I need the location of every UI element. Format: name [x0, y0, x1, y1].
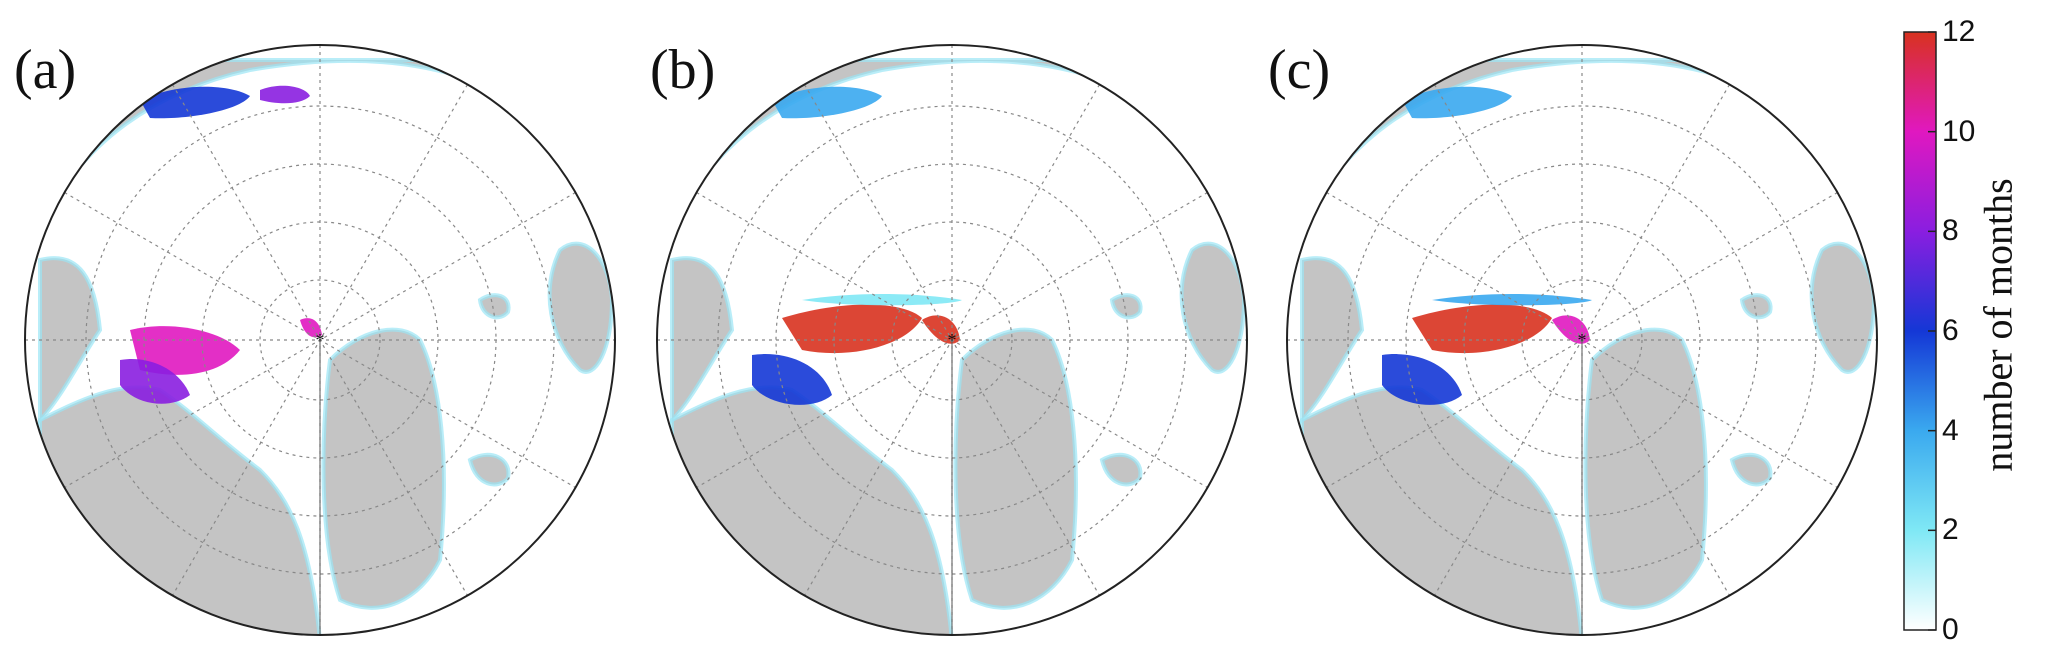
coastal-ice [1300, 385, 1585, 635]
latitude-circle [717, 105, 1187, 575]
coastal-ice [467, 452, 511, 487]
latitude-circle [891, 279, 1013, 401]
colorbar-tick-label: 12 [1942, 15, 1976, 48]
colorbar: 0 2 4 6 8 10 12 number of months [1880, 0, 2067, 660]
coastal-ice [1739, 293, 1773, 320]
coastal-ice [953, 327, 1078, 610]
coastal-ice [321, 327, 446, 610]
latitude-circle [1521, 279, 1643, 401]
coastal-ice [1109, 293, 1143, 320]
panel-label-b: (b) [650, 39, 716, 101]
map-outline [1286, 44, 1878, 636]
latitude-circle [259, 279, 381, 401]
colorbar-tick-label: 0 [1942, 613, 1959, 646]
coastal-ice [477, 293, 511, 320]
coastal-ice [1583, 327, 1708, 610]
pole-marker: * [316, 330, 325, 350]
map-outline [24, 44, 616, 636]
colorbar-tick-label: 2 [1942, 513, 1959, 547]
coastal-ice [547, 241, 615, 374]
panel-label-c: (c) [1268, 39, 1331, 101]
polar-map-c: * [1286, 44, 1878, 636]
colorbar-title: number of months [1975, 178, 2021, 472]
sea-ice-patch [1552, 315, 1590, 344]
coastal-ice [1179, 241, 1247, 374]
colorbar-scale [1903, 31, 1937, 631]
land-mass [1585, 329, 1706, 608]
polar-map-a: * [24, 44, 616, 636]
coastal-ice [1300, 256, 1365, 425]
sea-ice-patch [782, 304, 922, 354]
colorbar-tick-label: 4 [1942, 413, 1959, 447]
polar-map-b: * [656, 44, 1248, 636]
colorbar-ticks [1928, 31, 1936, 631]
sea-ice-patch [1412, 304, 1552, 354]
sea-ice-patch [1382, 354, 1462, 405]
land-mass [323, 329, 444, 608]
coastal-ice [38, 385, 323, 635]
sea-ice-patch [140, 86, 250, 119]
land-mass [40, 258, 100, 420]
coastal-ice [1809, 241, 1877, 374]
coastal-ice [1099, 452, 1143, 487]
map-outline [656, 44, 1248, 636]
sea-ice-patch [1402, 86, 1512, 119]
latitude-circle [85, 105, 555, 575]
pole-marker: * [1578, 330, 1587, 350]
land-mass [955, 329, 1076, 608]
coastal-ice [38, 256, 103, 425]
pole-marker: * [948, 330, 957, 350]
sea-ice-patch [260, 85, 310, 104]
sea-ice-patch [772, 86, 882, 119]
colorbar-tick-label: 6 [1942, 314, 1959, 347]
colorbar-tick-label: 10 [1942, 114, 1976, 148]
sea-ice-patch [922, 315, 960, 344]
land-mass [672, 258, 732, 420]
sea-ice-patch [130, 326, 240, 375]
coastal-ice [1729, 452, 1773, 487]
latitude-circle [1347, 105, 1817, 575]
panel-label-a: (a) [14, 39, 77, 101]
sea-ice-patch [300, 318, 322, 338]
sea-ice-patch [120, 359, 190, 404]
coastal-ice [670, 385, 955, 635]
land-mass [1302, 258, 1362, 420]
coastal-ice [670, 256, 735, 425]
sea-ice-patch [752, 354, 832, 405]
colorbar-tick-label: 8 [1942, 214, 1959, 248]
